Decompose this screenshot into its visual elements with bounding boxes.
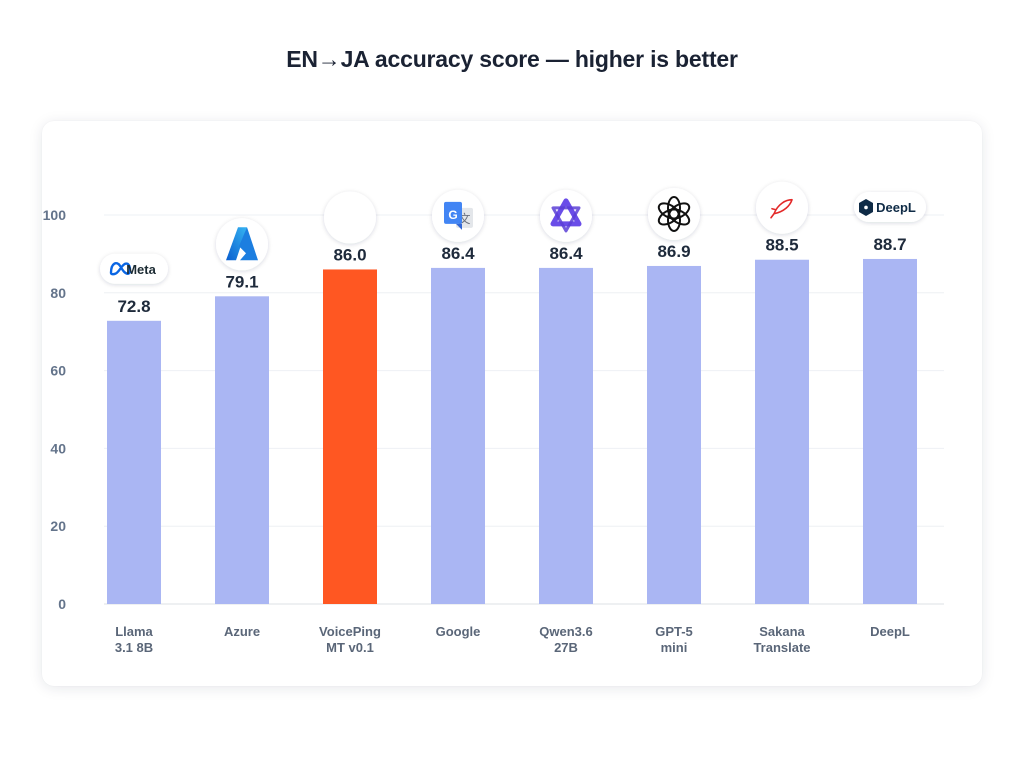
chart-title: EN→JA accuracy score — higher is better: [286, 46, 738, 72]
x-tick-label: Qwen3.6 27B: [539, 624, 592, 655]
data-label: 72.8: [117, 297, 150, 316]
bar: [215, 296, 269, 604]
bar: [539, 267, 593, 604]
x-tick-label: GPT-5 mini: [655, 624, 693, 655]
voiceping-logo: [324, 191, 376, 244]
meta-logo: Meta: [100, 253, 168, 284]
data-label: 79.1: [225, 272, 258, 291]
openai-petal: [657, 202, 680, 220]
y-tick-label: 60: [50, 363, 66, 379]
deepl-logo-text: DeepL: [876, 200, 916, 215]
bar: [647, 265, 701, 604]
data-label: 86.9: [657, 242, 690, 261]
meta-infinity-icon: [109, 261, 132, 276]
data-label: 88.5: [765, 236, 798, 255]
x-tick-label: Sakana Translate: [753, 624, 810, 655]
x-tick-label: DeepL: [870, 624, 910, 639]
openai-logo: [648, 187, 700, 240]
sakana-fish-icon: [770, 198, 793, 219]
x-tick-label: Azure: [224, 624, 260, 639]
azure-a-left: [226, 227, 247, 261]
qwen-logo: [540, 189, 592, 242]
azure-a-right: [239, 227, 258, 261]
x-tick-label: Google: [436, 624, 481, 639]
bar-chart: 0 20 40 60 80 100 Meta 文G DeepL 72.8 Llama 3.1 8B…: [43, 181, 944, 655]
bar: [431, 267, 485, 604]
deepl-logo: DeepL: [854, 191, 926, 222]
y-tick-label: 100: [43, 207, 67, 223]
meta-logo-text: Meta: [126, 262, 156, 277]
bar: [863, 258, 917, 604]
y-tick-label: 0: [58, 596, 66, 612]
y-tick-label: 40: [50, 440, 66, 456]
azure-logo: [216, 218, 268, 271]
y-tick-label: 20: [50, 518, 66, 534]
x-tick-label: VoicePing MT v0.1: [319, 624, 381, 655]
bar: [755, 259, 809, 604]
bar: [107, 320, 161, 604]
data-label: 88.7: [873, 235, 906, 254]
sakana-logo: [756, 181, 808, 234]
google-translate-logo: 文G: [432, 189, 484, 242]
y-tick-label: 80: [50, 285, 66, 301]
chart-card: 0 20 40 60 80 100 Meta 文 G DeepL 72.8 Llama 3.1 8B…: [42, 121, 982, 686]
data-label: 86.0: [333, 245, 366, 264]
bar: [323, 269, 377, 604]
x-tick-label: Llama 3.1 8B: [115, 624, 154, 655]
data-label: 86.4: [549, 244, 583, 263]
qwen-triangle: [550, 198, 582, 227]
data-label: 86.4: [441, 244, 475, 263]
google-g-glyph: G: [448, 208, 457, 222]
